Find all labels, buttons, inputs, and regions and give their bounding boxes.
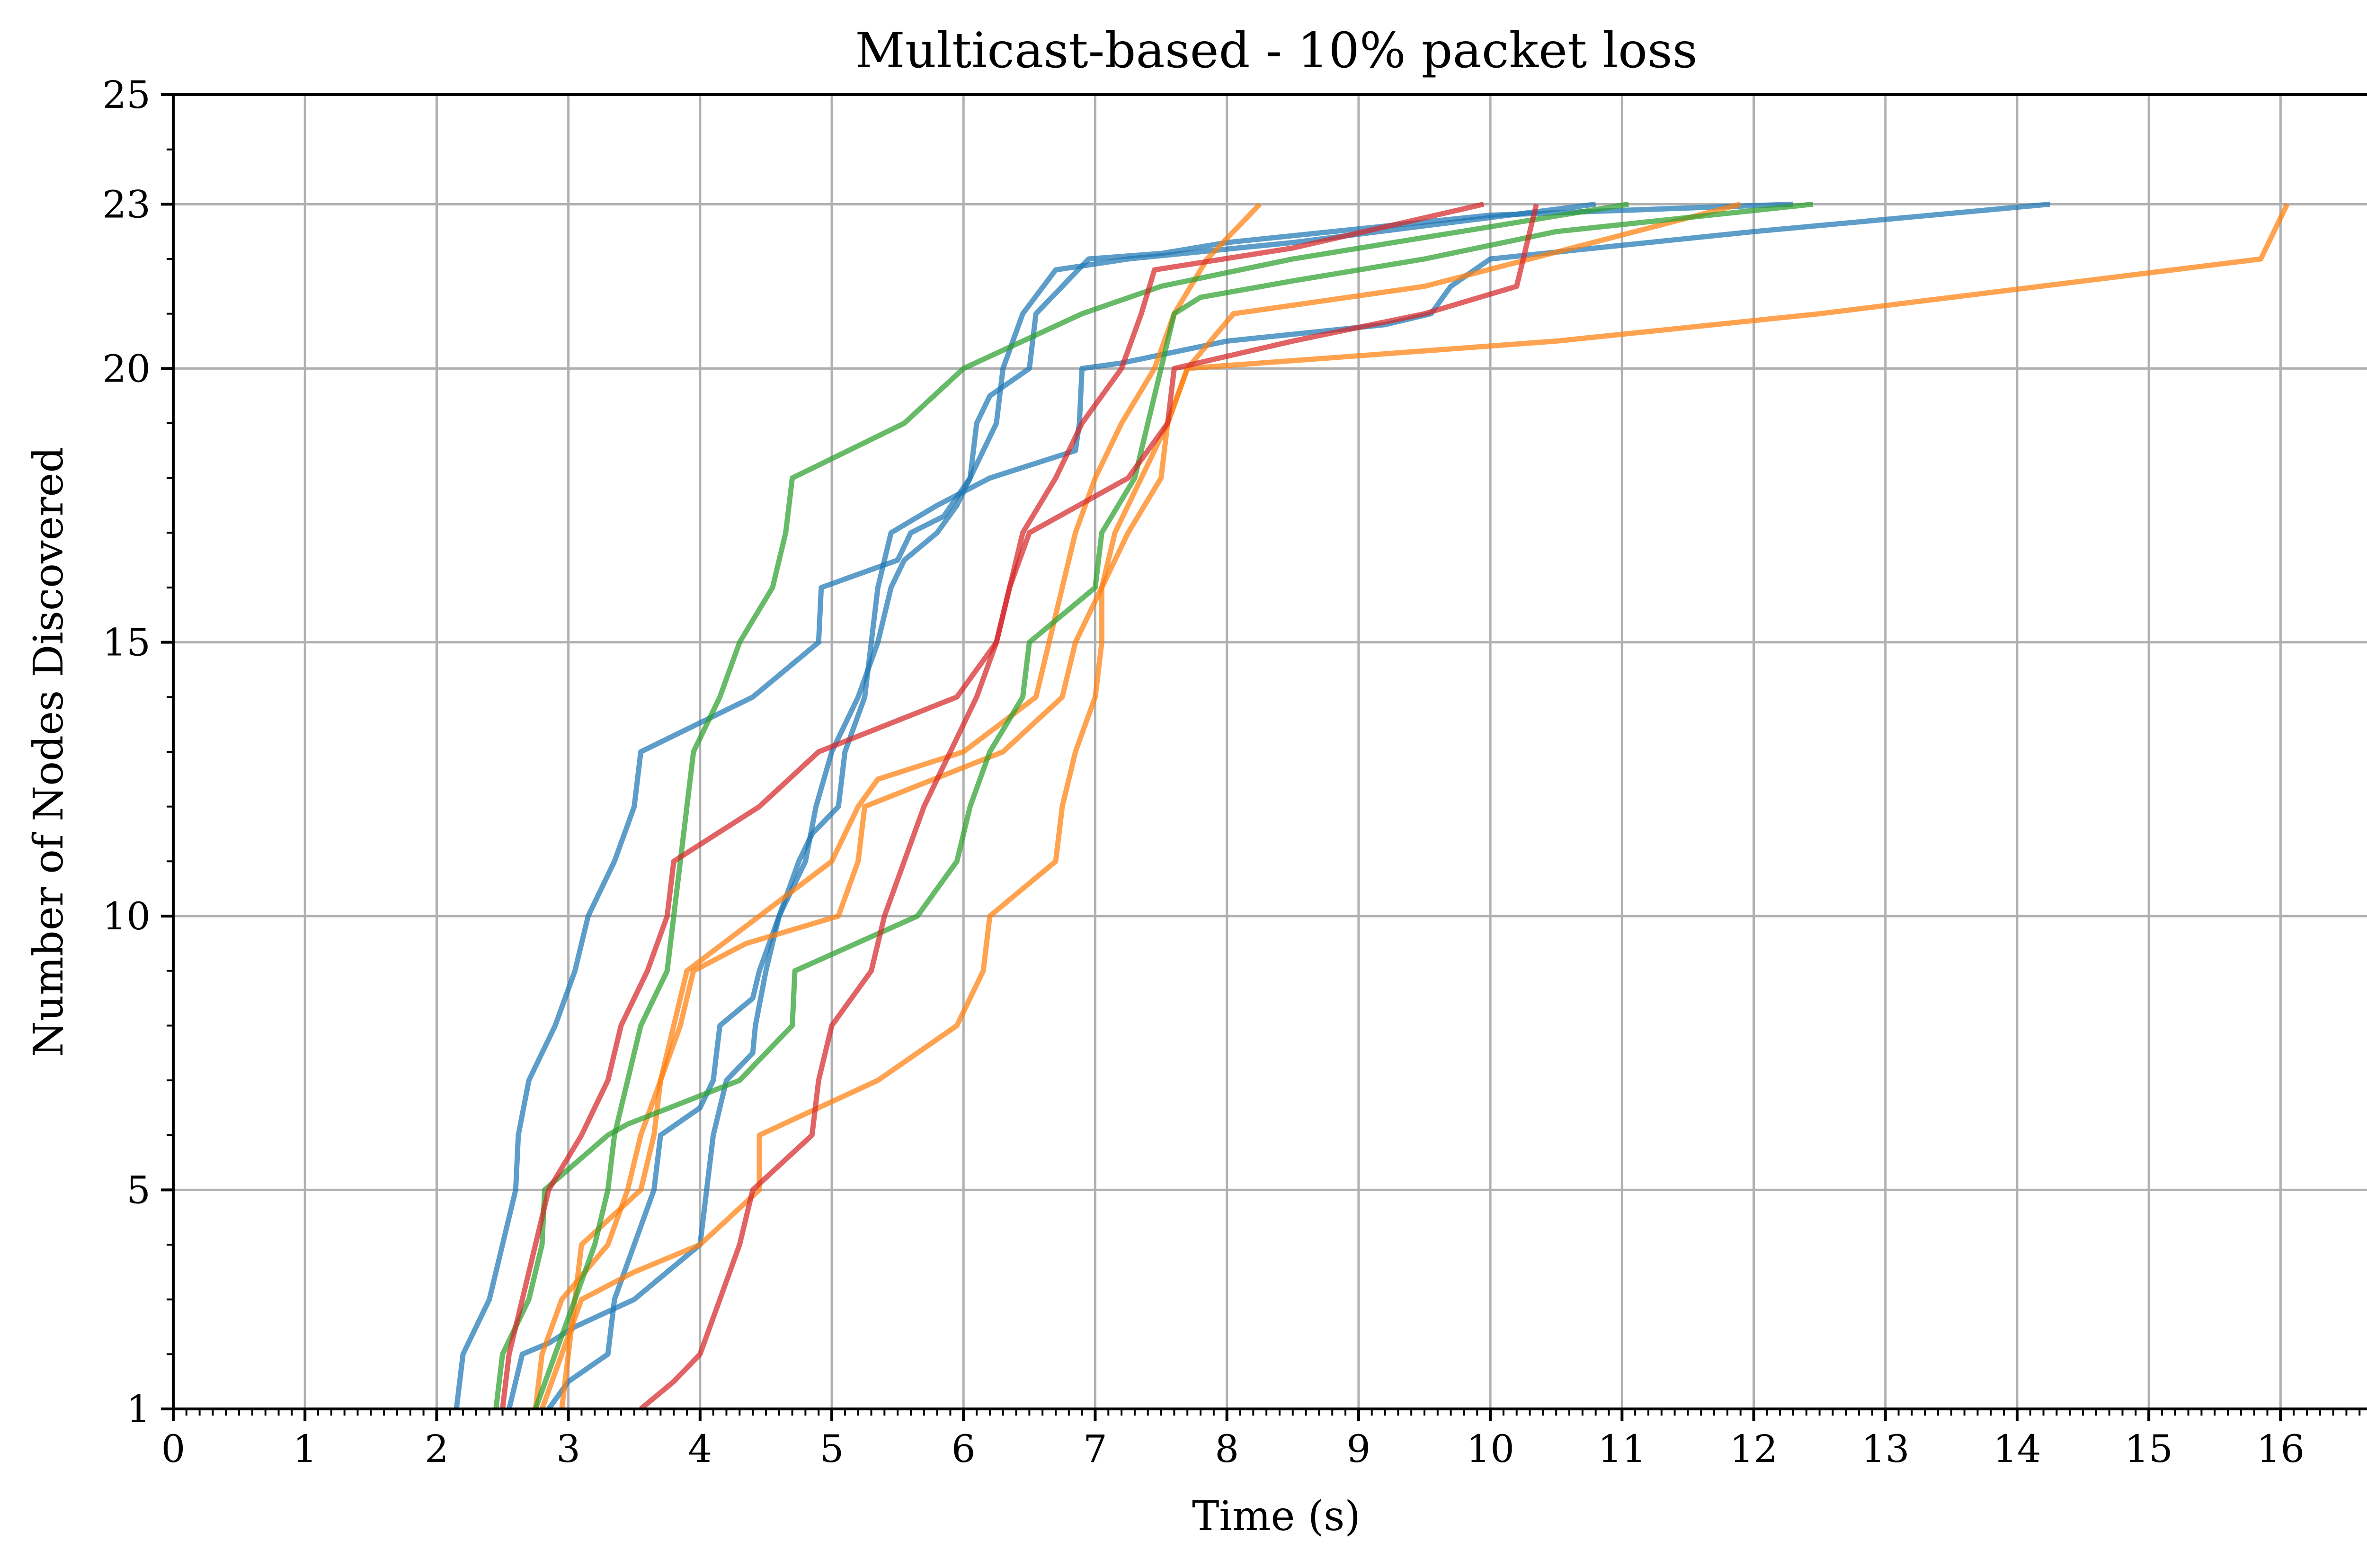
chart-title: Multicast-based - 10% packet loss xyxy=(855,22,1697,79)
x-tick-label: 9 xyxy=(1346,1427,1370,1471)
x-tick-label: 8 xyxy=(1215,1427,1239,1471)
series-line-2-blue xyxy=(507,201,1794,1410)
series-line-6-orange xyxy=(539,203,2290,1410)
x-tick-label: 11 xyxy=(1598,1427,1646,1471)
series-line-4-orange xyxy=(559,202,1262,1409)
y-tick-label: 20 xyxy=(102,347,151,391)
x-tick-label: 16 xyxy=(2256,1427,2305,1471)
x-tick-label: 5 xyxy=(820,1427,844,1471)
x-tick-label: 2 xyxy=(425,1427,449,1471)
y-tick-label: 5 xyxy=(126,1168,151,1212)
x-tick-label: 3 xyxy=(556,1427,580,1471)
series-line-1-blue xyxy=(454,201,1596,1409)
y-axis-label: Number of Nodes Discovered xyxy=(25,446,72,1057)
x-tick-label: 6 xyxy=(952,1427,976,1471)
series-line-3-blue xyxy=(546,201,2051,1411)
x-tick-label: 1 xyxy=(293,1427,317,1471)
x-tick-label: 13 xyxy=(1861,1427,1910,1471)
x-tick-label: 4 xyxy=(688,1427,712,1471)
series-lines xyxy=(454,201,2290,1411)
series-line-9-red xyxy=(500,201,1485,1409)
x-axis-label: Time (s) xyxy=(1192,1493,1361,1540)
x-tick-label: 15 xyxy=(2125,1427,2173,1471)
x-axis-ticks: 0 1 2 3 4 5 6 7 8 9 10 11 12 13 14 15 16 xyxy=(161,1409,2361,1471)
x-tick-label: 14 xyxy=(1993,1427,2041,1471)
x-tick-label: 7 xyxy=(1083,1427,1107,1471)
x-tick-label: 10 xyxy=(1466,1427,1514,1471)
y-tick-label: 10 xyxy=(102,894,151,938)
y-tick-label: 1 xyxy=(126,1387,151,1431)
y-tick-label: 15 xyxy=(102,621,151,665)
x-tick-label: 12 xyxy=(1730,1427,1778,1471)
x-tick-label: 0 xyxy=(161,1427,186,1471)
series-line-7-green xyxy=(493,201,1814,1409)
series-line-10-red xyxy=(639,204,1539,1411)
series-line-8-green xyxy=(533,201,1629,1410)
y-tick-label: 25 xyxy=(102,73,151,117)
y-tick-label: 23 xyxy=(102,182,151,226)
